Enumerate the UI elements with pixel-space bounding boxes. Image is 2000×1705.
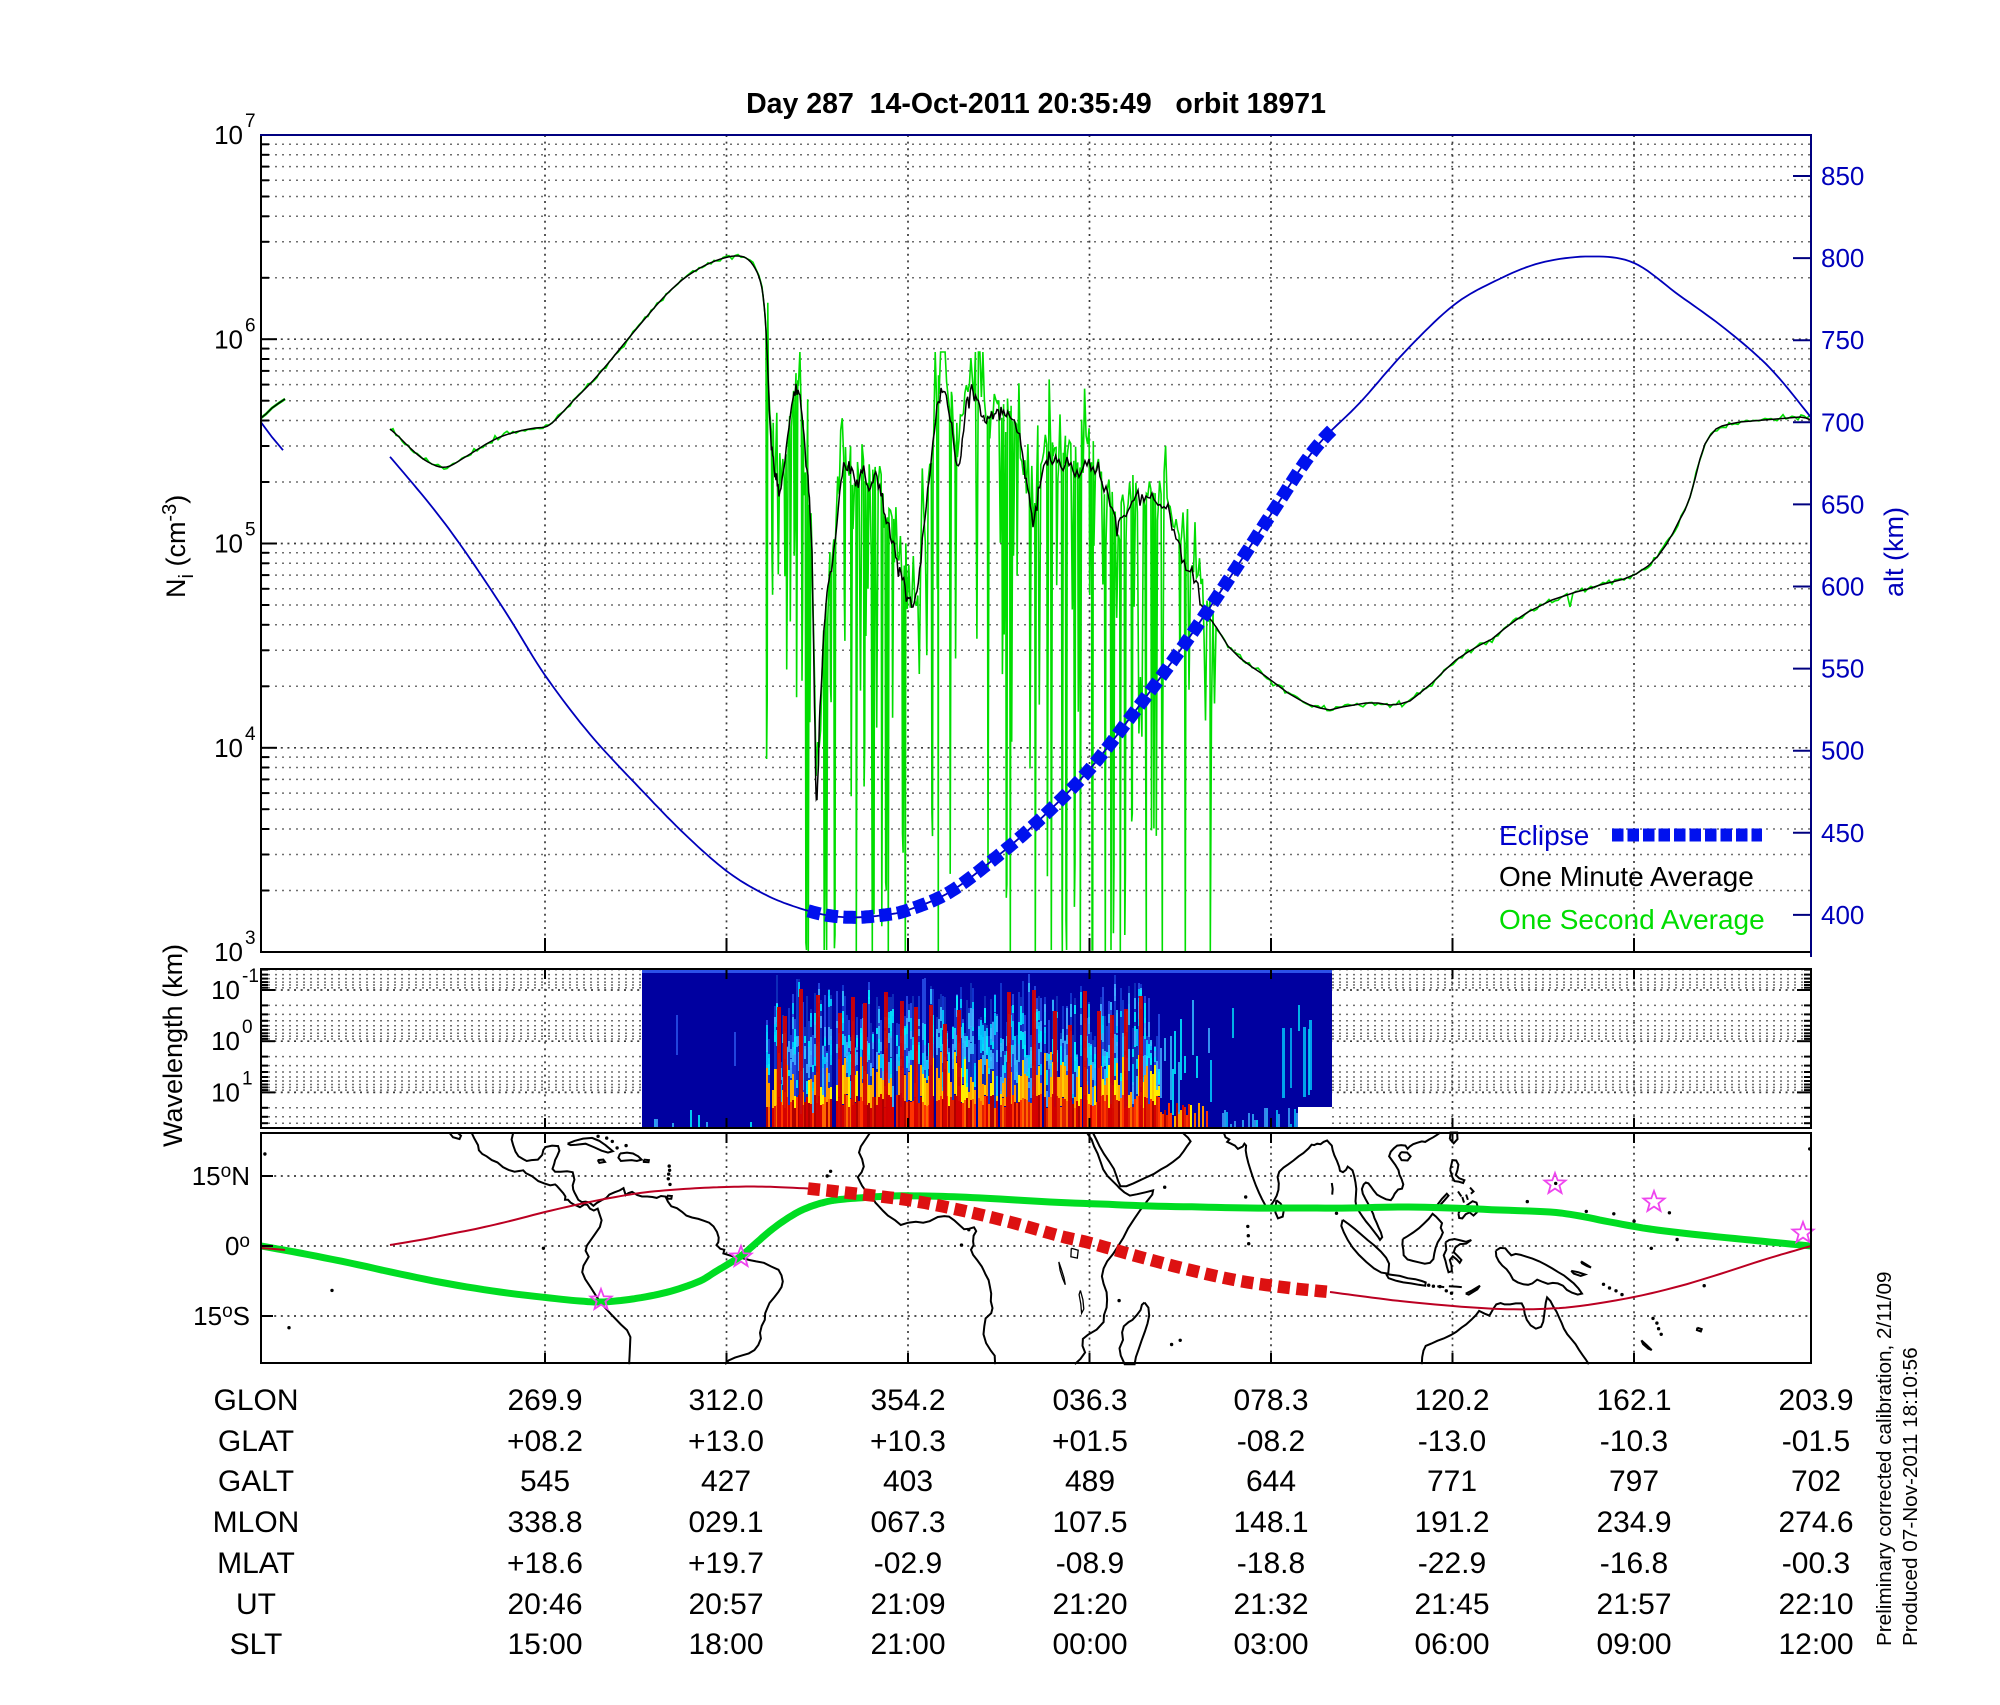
svg-text:771: 771 bbox=[1427, 1465, 1477, 1498]
svg-text:-16.8: -16.8 bbox=[1600, 1547, 1668, 1580]
svg-text:GALT: GALT bbox=[218, 1465, 294, 1498]
svg-text:+08.2: +08.2 bbox=[507, 1425, 583, 1458]
svg-text:489: 489 bbox=[1065, 1465, 1115, 1498]
svg-text:+18.6: +18.6 bbox=[507, 1547, 583, 1580]
svg-text:00:00: 00:00 bbox=[1052, 1628, 1127, 1661]
svg-text:450: 450 bbox=[1821, 818, 1864, 848]
svg-text:312.0: 312.0 bbox=[688, 1384, 763, 1417]
svg-text:10: 10 bbox=[214, 120, 243, 150]
svg-text:644: 644 bbox=[1246, 1465, 1296, 1498]
svg-text:4: 4 bbox=[245, 724, 256, 745]
svg-text:269.9: 269.9 bbox=[507, 1384, 582, 1417]
svg-text:-18.8: -18.8 bbox=[1237, 1547, 1305, 1580]
svg-text:20:46: 20:46 bbox=[507, 1588, 582, 1621]
svg-text:800: 800 bbox=[1821, 243, 1864, 273]
svg-text:403: 403 bbox=[883, 1465, 933, 1498]
svg-text:750: 750 bbox=[1821, 325, 1864, 355]
svg-text:Preliminary corrected calibrat: Preliminary corrected calibration, 2/11/… bbox=[1873, 1272, 1896, 1646]
svg-text:alt (km): alt (km) bbox=[1879, 507, 1909, 597]
svg-text:500: 500 bbox=[1821, 736, 1864, 766]
svg-text:03:00: 03:00 bbox=[1233, 1628, 1308, 1661]
svg-text:21:57: 21:57 bbox=[1596, 1588, 1671, 1621]
svg-text:067.3: 067.3 bbox=[870, 1506, 945, 1539]
svg-text:GLON: GLON bbox=[213, 1384, 298, 1417]
svg-text:21:09: 21:09 bbox=[870, 1588, 945, 1621]
svg-text:Day 287 14-Oct-2011 20:35:49: Day 287 14-Oct-2011 20:35:49 orbit 18971 bbox=[746, 88, 1326, 120]
svg-text:10: 10 bbox=[214, 733, 243, 763]
svg-text:162.1: 162.1 bbox=[1596, 1384, 1671, 1417]
svg-text:15oS: 15oS bbox=[193, 1301, 250, 1331]
svg-text:-13.0: -13.0 bbox=[1418, 1425, 1486, 1458]
svg-text:10: 10 bbox=[214, 937, 243, 967]
svg-text:-02.9: -02.9 bbox=[874, 1547, 942, 1580]
svg-text:10: 10 bbox=[214, 324, 243, 354]
svg-text:600: 600 bbox=[1821, 572, 1864, 602]
svg-text:107.5: 107.5 bbox=[1052, 1506, 1127, 1539]
svg-text:06:00: 06:00 bbox=[1414, 1628, 1489, 1661]
svg-text:-22.9: -22.9 bbox=[1418, 1547, 1486, 1580]
svg-text:MLON: MLON bbox=[213, 1506, 300, 1539]
svg-text:650: 650 bbox=[1821, 489, 1864, 519]
svg-text:10: 10 bbox=[211, 1026, 240, 1056]
svg-text:234.9: 234.9 bbox=[1596, 1506, 1671, 1539]
svg-text:+10.3: +10.3 bbox=[870, 1425, 946, 1458]
svg-text:-01.5: -01.5 bbox=[1782, 1425, 1850, 1458]
svg-text:One Second Average: One Second Average bbox=[1499, 904, 1765, 935]
svg-text:191.2: 191.2 bbox=[1414, 1506, 1489, 1539]
svg-text:10: 10 bbox=[211, 1077, 240, 1107]
svg-text:-00.3: -00.3 bbox=[1782, 1547, 1850, 1580]
svg-text:21:20: 21:20 bbox=[1052, 1588, 1127, 1621]
svg-text:3: 3 bbox=[245, 928, 256, 949]
svg-text:702: 702 bbox=[1791, 1465, 1841, 1498]
svg-text:078.3: 078.3 bbox=[1233, 1384, 1308, 1417]
svg-text:Produced 07-Nov-2011 18:10:56: Produced 07-Nov-2011 18:10:56 bbox=[1899, 1347, 1922, 1646]
svg-text:18:00: 18:00 bbox=[688, 1628, 763, 1661]
svg-text:0: 0 bbox=[242, 1017, 253, 1038]
svg-text:354.2: 354.2 bbox=[870, 1384, 945, 1417]
svg-text:-08.9: -08.9 bbox=[1056, 1547, 1124, 1580]
svg-text:700: 700 bbox=[1821, 407, 1864, 437]
svg-text:10: 10 bbox=[214, 529, 243, 559]
svg-text:One Minute Average: One Minute Average bbox=[1499, 861, 1754, 892]
svg-text:5: 5 bbox=[245, 520, 256, 541]
svg-text:21:45: 21:45 bbox=[1414, 1588, 1489, 1621]
svg-text:-10.3: -10.3 bbox=[1600, 1425, 1668, 1458]
svg-text:7: 7 bbox=[245, 111, 256, 132]
svg-text:797: 797 bbox=[1609, 1465, 1659, 1498]
svg-text:+19.7: +19.7 bbox=[688, 1547, 764, 1580]
svg-text:09:00: 09:00 bbox=[1596, 1628, 1671, 1661]
svg-text:550: 550 bbox=[1821, 654, 1864, 684]
svg-text:427: 427 bbox=[701, 1465, 751, 1498]
svg-text:6: 6 bbox=[245, 315, 256, 336]
svg-text:21:00: 21:00 bbox=[870, 1628, 945, 1661]
svg-text:274.6: 274.6 bbox=[1778, 1506, 1853, 1539]
svg-text:-08.2: -08.2 bbox=[1237, 1425, 1305, 1458]
svg-text:Eclipse: Eclipse bbox=[1499, 820, 1589, 851]
svg-text:UT: UT bbox=[236, 1588, 276, 1621]
svg-text:1: 1 bbox=[242, 1068, 253, 1089]
svg-text:+01.5: +01.5 bbox=[1052, 1425, 1128, 1458]
svg-text:20:57: 20:57 bbox=[688, 1588, 763, 1621]
svg-text:Wavelength (km): Wavelength (km) bbox=[158, 944, 188, 1147]
svg-text:12:00: 12:00 bbox=[1778, 1628, 1853, 1661]
svg-text:GLAT: GLAT bbox=[218, 1425, 294, 1458]
svg-text:338.8: 338.8 bbox=[507, 1506, 582, 1539]
svg-text:148.1: 148.1 bbox=[1233, 1506, 1308, 1539]
svg-text:203.9: 203.9 bbox=[1778, 1384, 1853, 1417]
svg-text:850: 850 bbox=[1821, 161, 1864, 191]
svg-text:029.1: 029.1 bbox=[688, 1506, 763, 1539]
svg-text:MLAT: MLAT bbox=[217, 1547, 295, 1580]
svg-text:15:00: 15:00 bbox=[507, 1628, 582, 1661]
svg-text:+13.0: +13.0 bbox=[688, 1425, 764, 1458]
svg-text:120.2: 120.2 bbox=[1414, 1384, 1489, 1417]
svg-text:21:32: 21:32 bbox=[1233, 1588, 1308, 1621]
svg-text:400: 400 bbox=[1821, 900, 1864, 930]
svg-text:036.3: 036.3 bbox=[1052, 1384, 1127, 1417]
svg-text:22:10: 22:10 bbox=[1778, 1588, 1853, 1621]
svg-text:545: 545 bbox=[520, 1465, 570, 1498]
svg-text:-1: -1 bbox=[242, 966, 259, 987]
svg-text:10: 10 bbox=[211, 975, 240, 1005]
svg-text:SLT: SLT bbox=[230, 1628, 283, 1661]
